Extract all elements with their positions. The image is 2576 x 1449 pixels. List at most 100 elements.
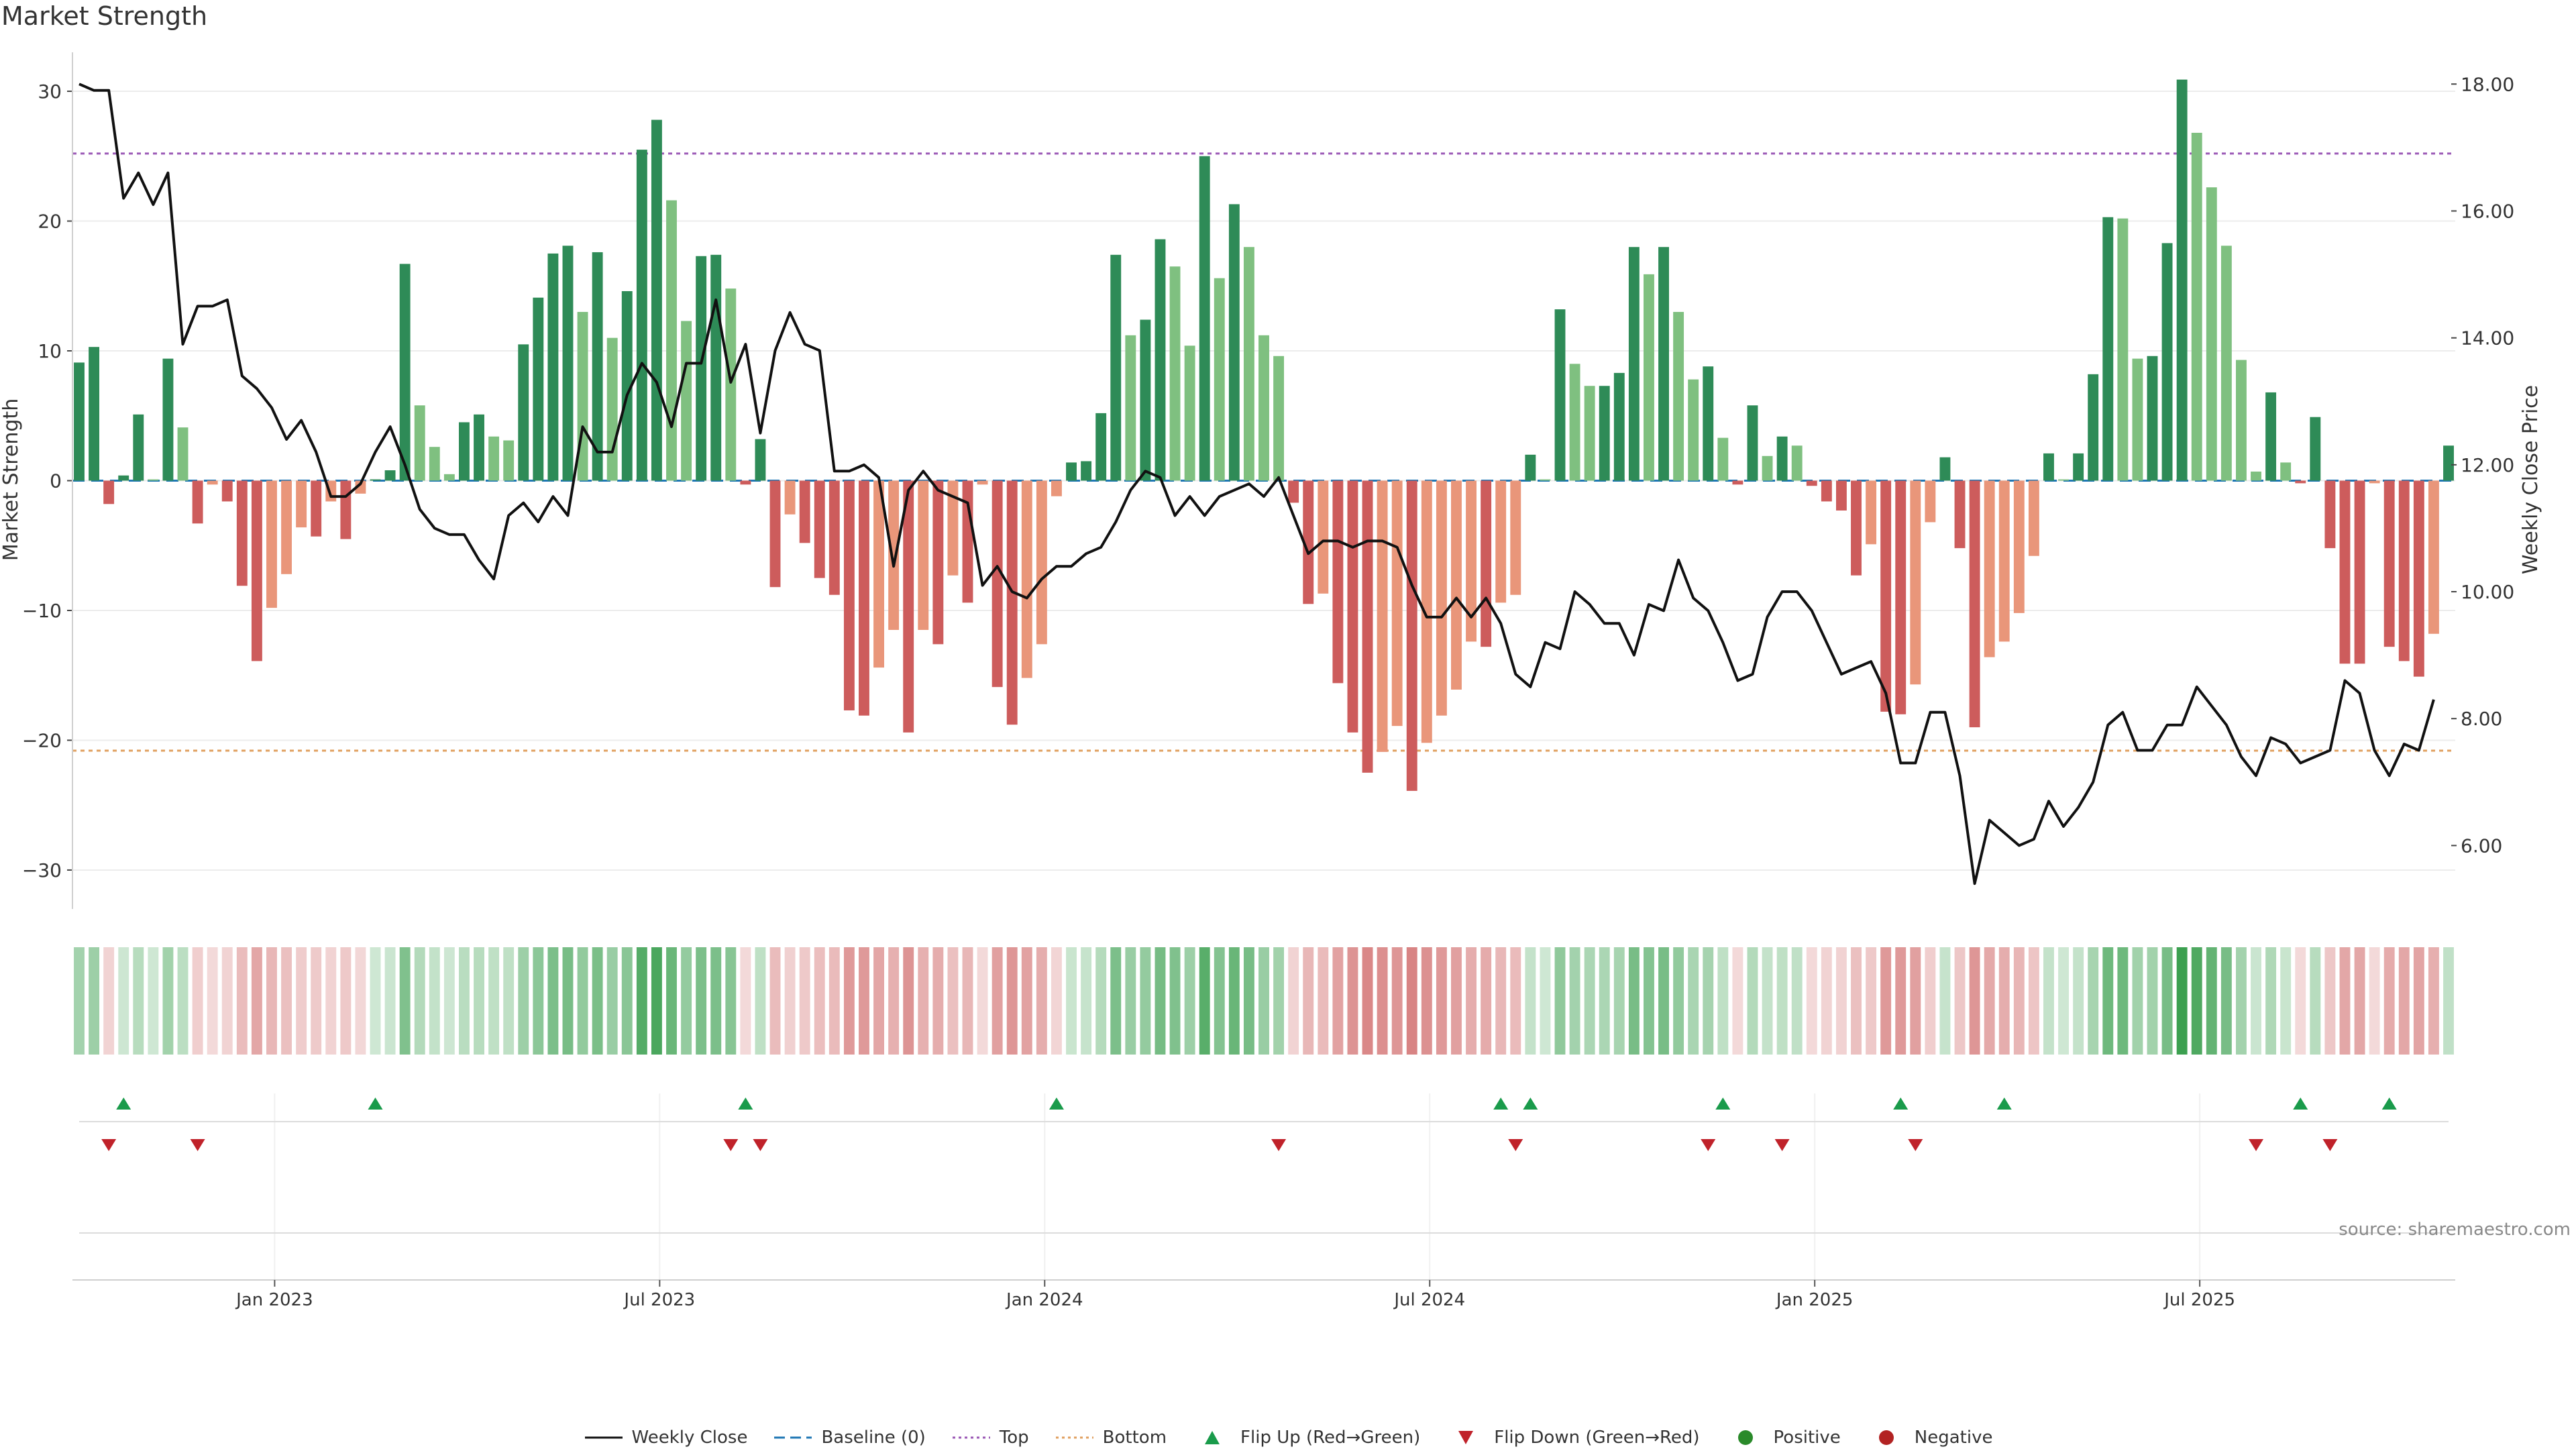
strength-bar	[1851, 480, 1862, 576]
heat-cell	[1866, 947, 1877, 1055]
strength-bar	[1362, 480, 1373, 773]
strength-bar	[1006, 480, 1018, 725]
strength-bar	[666, 200, 677, 481]
strength-bar	[1110, 254, 1122, 481]
legend-item-bottom: Bottom	[1055, 1428, 1167, 1448]
strength-bar	[769, 480, 781, 588]
y2-tick-label: 14.00	[2461, 327, 2514, 350]
strength-bar	[1021, 480, 1032, 678]
heat-cell	[1540, 947, 1551, 1055]
strength-bar	[636, 150, 647, 481]
strength-bar	[962, 480, 973, 603]
heat-cell	[251, 947, 262, 1055]
heat-cell	[2028, 947, 2039, 1055]
heat-cell	[2339, 947, 2351, 1055]
strength-bar	[192, 480, 203, 524]
strength-bar	[1036, 480, 1047, 645]
heat-cell	[2236, 947, 2247, 1055]
heat-cell	[725, 947, 737, 1055]
heat-cell	[1243, 947, 1254, 1055]
heat-cell	[696, 947, 707, 1055]
strength-bar	[1199, 156, 1210, 481]
heat-cell	[2310, 947, 2321, 1055]
heat-cell	[1732, 947, 1743, 1055]
heat-cell	[991, 947, 1003, 1055]
heat-cell	[1184, 947, 1195, 1055]
strength-bar	[148, 479, 159, 481]
strength-bar	[221, 480, 233, 502]
heat-cell	[355, 947, 366, 1055]
strength-bar	[443, 474, 455, 481]
strength-bar	[2280, 462, 2292, 481]
strength-bar	[355, 480, 366, 494]
heat-cell	[814, 947, 825, 1055]
strength-bar	[2369, 480, 2380, 484]
heat-cell	[1984, 947, 1995, 1055]
heat-cell	[873, 947, 884, 1055]
strength-bar	[2428, 480, 2439, 634]
flip-up-marker	[2381, 1097, 2397, 1110]
gridlines	[72, 91, 2455, 1280]
strength-bar	[651, 119, 662, 481]
heat-cell	[1851, 947, 1862, 1055]
x-tick-label: Jan 2024	[1005, 1290, 1083, 1310]
flip-up-marker	[738, 1097, 753, 1110]
legend-label: Flip Down (Green→Red)	[1494, 1428, 1700, 1448]
strength-bar	[1599, 386, 1610, 481]
strength-bar	[429, 447, 440, 481]
strength-bar	[1421, 480, 1432, 743]
heat-cell	[1481, 947, 1492, 1055]
strength-bar	[1969, 480, 1980, 728]
heat-cell	[2398, 947, 2410, 1055]
strength-bar	[2117, 218, 2129, 481]
heat-cell	[1199, 947, 1210, 1055]
flip-up-marker	[1493, 1097, 1509, 1110]
legend-label: Top	[999, 1428, 1029, 1448]
flip-down-marker	[1271, 1139, 1287, 1151]
strength-bar	[621, 291, 633, 481]
heat-cell	[1584, 947, 1595, 1055]
strength-bar	[2324, 480, 2336, 549]
heat-cell	[2088, 947, 2099, 1055]
x-tick-label: Jan 2023	[235, 1290, 313, 1310]
strength-bar	[503, 440, 515, 481]
triangle-down-icon	[1458, 1431, 1474, 1444]
heat-cell	[1658, 947, 1669, 1055]
strength-bar	[1895, 480, 1907, 714]
heat-cell	[1125, 947, 1136, 1055]
strength-bar	[799, 480, 810, 543]
strength-bar	[592, 252, 603, 481]
heat-cell	[681, 947, 692, 1055]
flip-up-marker	[1049, 1097, 1064, 1110]
strength-bar	[2251, 471, 2261, 481]
strength-bar	[399, 264, 411, 481]
heat-cell	[503, 947, 515, 1055]
heat-cell	[1954, 947, 1966, 1055]
heat-cell	[828, 947, 840, 1055]
strength-bar	[2088, 374, 2099, 481]
heat-cell	[118, 947, 129, 1055]
y-tick-label: 30	[38, 80, 62, 103]
strength-bar	[547, 253, 559, 481]
strength-bar	[340, 480, 352, 539]
flip-down-marker	[1701, 1139, 1716, 1151]
heat-cell	[74, 947, 85, 1055]
heat-cell	[1021, 947, 1032, 1055]
heat-cell	[1228, 947, 1240, 1055]
strength-bar	[1081, 461, 1092, 481]
strength-bar	[266, 480, 277, 608]
strength-bar	[533, 297, 544, 481]
flip-down-marker	[1774, 1139, 1790, 1151]
heat-cell	[2176, 947, 2188, 1055]
strength-bar	[1406, 480, 1417, 791]
flip-down-marker	[101, 1139, 117, 1151]
heat-cell	[459, 947, 470, 1055]
heat-cell	[429, 947, 440, 1055]
heat-cell	[977, 947, 988, 1055]
heat-cell	[1910, 947, 1921, 1055]
heat-cell	[2058, 947, 2069, 1055]
legend-item-negative: Negative	[1866, 1428, 1992, 1448]
heat-cell	[1925, 947, 1936, 1055]
heat-cell	[1273, 947, 1285, 1055]
strength-bar	[207, 480, 218, 485]
